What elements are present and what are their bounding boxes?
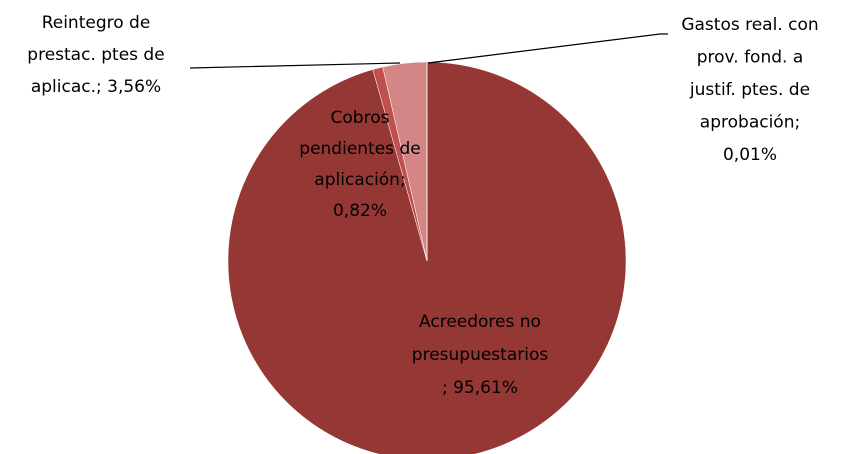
data-label: 0,01% — [723, 145, 777, 165]
data-label: prestac. ptes de — [27, 45, 164, 65]
data-label: Acreedores no — [419, 312, 541, 332]
slices — [227, 61, 627, 454]
data-label: Cobros — [331, 108, 390, 128]
data-label: aplicación; — [314, 170, 405, 190]
slice — [227, 61, 627, 454]
leader-line — [189, 62, 401, 69]
data-label: presupuestarios — [412, 345, 549, 365]
leader-line — [427, 33, 668, 64]
data-label: aprobación; — [700, 113, 800, 133]
data-label: Gastos real. con — [681, 15, 818, 35]
data-label: prov. fond. a — [697, 48, 804, 68]
data-label: pendientes de — [299, 139, 420, 159]
data-label: justif. ptes. de — [689, 80, 810, 100]
data-label: Reintegro de — [42, 13, 151, 33]
data-label: ; 95,61% — [442, 378, 518, 398]
data-label: 0,82% — [333, 201, 387, 221]
data-label: aplicac.; 3,56% — [31, 77, 161, 97]
